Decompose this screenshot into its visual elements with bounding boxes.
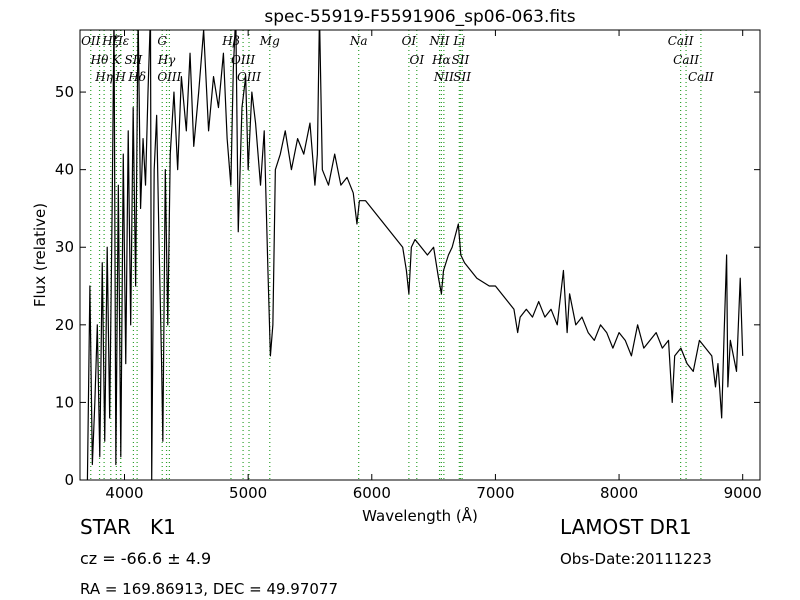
spectral-line-label: Hα xyxy=(431,53,451,67)
spectral-line-label: Hθ xyxy=(90,53,109,67)
spectral-line-label: CaII xyxy=(688,70,714,84)
spectral-line-label: SII xyxy=(453,70,471,84)
survey: LAMOST DR1 xyxy=(560,515,692,539)
x-tick-label: 6000 xyxy=(353,484,391,502)
x-tick-label: 4000 xyxy=(105,484,143,502)
spectral-line-label: OIII xyxy=(157,70,181,84)
coordinates: RA = 169.86913, DEC = 49.97077 xyxy=(80,580,338,598)
spectral-line-label: Mg xyxy=(259,34,280,48)
y-axis-label: Flux (relative) xyxy=(31,203,49,307)
spectral-line-label: Li xyxy=(452,34,465,48)
spectrum-line xyxy=(86,30,744,480)
spectral-line-label: Hβ xyxy=(221,34,239,48)
spectral-line-label: NII xyxy=(429,34,450,48)
spectral-line-label: K xyxy=(111,53,122,67)
x-tick-label: 9000 xyxy=(724,484,762,502)
spectral-line-label: H xyxy=(114,70,126,84)
y-tick-label: 10 xyxy=(55,393,74,411)
spectral-line-label: Hη xyxy=(94,70,113,84)
spectral-line-label: Hζ xyxy=(101,34,120,48)
spectral-line-label: Na xyxy=(349,34,368,48)
y-tick-label: 40 xyxy=(55,161,74,179)
spectral-line-label: OIII xyxy=(237,70,261,84)
spectral-line-label: SII xyxy=(125,53,143,67)
x-tick-label: 7000 xyxy=(476,484,514,502)
y-tick-label: 0 xyxy=(64,471,74,489)
y-tick-label: 20 xyxy=(55,316,74,334)
plot-area xyxy=(86,30,744,480)
spectral-line-label: SII xyxy=(452,53,470,67)
spectral-line-label: Hε xyxy=(111,34,129,48)
x-tick-label: 8000 xyxy=(600,484,638,502)
spectral-line-label: Hγ xyxy=(157,53,176,67)
spectral-line-label: OIII xyxy=(231,53,255,67)
redshift: cz = -66.6 ± 4.9 xyxy=(80,549,211,568)
spectral-line-label: CaII xyxy=(673,53,699,67)
spectral-line-label: OI xyxy=(402,34,417,48)
plot-frame xyxy=(79,29,761,481)
spectral-line-label: G xyxy=(157,34,167,48)
obs-date: Obs-Date:20111223 xyxy=(560,550,712,568)
chart-title: spec-55919-F5591906_sp06-063.fits xyxy=(264,7,575,27)
y-tick-label: 50 xyxy=(55,83,74,101)
x-tick-label: 5000 xyxy=(229,484,267,502)
subclass: K1 xyxy=(150,515,176,539)
object-class: STAR xyxy=(80,515,131,539)
x-axis-label: Wavelength (Å) xyxy=(362,506,478,525)
y-tick-label: 30 xyxy=(55,238,74,256)
spectral-line-label: Hδ xyxy=(127,70,146,84)
spectral-line-label: OII xyxy=(81,34,101,48)
spectral-line-label: NII xyxy=(433,70,454,84)
spectral-line-label: CaII xyxy=(668,34,694,48)
spectral-line-label: OI xyxy=(409,53,424,67)
